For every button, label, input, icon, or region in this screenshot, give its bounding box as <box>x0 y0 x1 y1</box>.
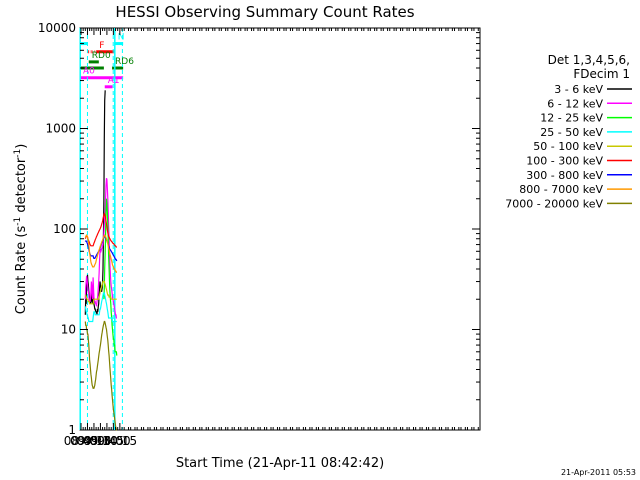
y-tick-label: 100 <box>53 222 76 236</box>
legend-header-line-2: FDecim 1 <box>573 67 630 81</box>
y-tick-label: 1 <box>68 423 76 437</box>
footer-timestamp: 21-Apr-2011 05:53 <box>561 468 636 477</box>
y-axis-label-main: Count Rate (s <box>14 226 29 315</box>
y-tick-label: 10000 <box>38 21 76 35</box>
series-line-25-50-kev <box>84 292 117 323</box>
legend-label-3-6-kev: 3 - 6 keV <box>554 83 603 96</box>
x-tick-label: 09:30 <box>83 434 118 448</box>
flag-label-n: N <box>118 33 125 43</box>
series-line-50-100-kev <box>85 280 117 305</box>
y-axis-label-end: ) <box>14 144 29 149</box>
x-tick-label: 10:15 <box>103 434 138 448</box>
legend-header-line-1: Det 1,3,4,5,6, <box>548 53 630 67</box>
series-line-3-6-kev <box>84 90 106 315</box>
flag-label-rd6: RD6 <box>115 57 134 67</box>
y-tick-label: 1000 <box>45 122 76 136</box>
y-axis-label-mid: detector <box>14 157 29 217</box>
series-lines <box>84 90 118 431</box>
series-line-6-12-kev <box>84 178 117 319</box>
series-line-7000-20000-kev <box>84 320 117 431</box>
flag-label-a0: A0 <box>83 67 95 77</box>
y-axis-label: Count Rate (s-1 detector-1) <box>13 144 29 315</box>
legend-label-100-300-kev: 100 - 300 keV <box>526 155 603 168</box>
y-axis-label-exp1: -1 <box>13 217 23 226</box>
legend-label-300-800-kev: 300 - 800 keV <box>526 169 603 182</box>
y-axis-label-exp2: -1 <box>13 149 23 158</box>
series-line-12-25-kev <box>103 198 118 356</box>
flag-label-a1: A1 <box>108 76 120 86</box>
x-tick-label: 09:15 <box>77 434 112 448</box>
legend-label-12-25-kev: 12 - 25 keV <box>540 112 603 125</box>
x-axis-label: Start Time (21-Apr-11 08:42:42) <box>176 456 384 471</box>
legend-label-800-7000-kev: 800 - 7000 keV <box>519 183 603 196</box>
plot-frame <box>79 27 481 431</box>
x-tick-label: 09:00 <box>70 434 105 448</box>
legend-label-50-100-kev: 50 - 100 keV <box>533 140 603 153</box>
chart-title: HESSI Observing Summary Count Rates <box>115 3 414 21</box>
series-line-100-300-kev <box>84 212 117 248</box>
y-axis-ticks: 1 10 100 1000 10000 <box>38 21 480 437</box>
flag-label-f: F <box>99 41 104 51</box>
legend-label-7000-20000-kev: 7000 - 20000 keV <box>505 197 603 210</box>
legend-label-6-12-kev: 6 - 12 keV <box>547 97 603 110</box>
y-tick-label: 10 <box>61 323 76 337</box>
x-tick-label: 10:00 <box>96 434 131 448</box>
x-tick-label: 08:45 <box>64 434 99 448</box>
flag-label-rd0: RD0 <box>92 51 111 61</box>
series-line-800-7000-kev <box>84 234 117 273</box>
legend-label-25-50-kev: 25 - 50 keV <box>540 126 603 139</box>
x-tick-label: 09:45 <box>90 434 125 448</box>
